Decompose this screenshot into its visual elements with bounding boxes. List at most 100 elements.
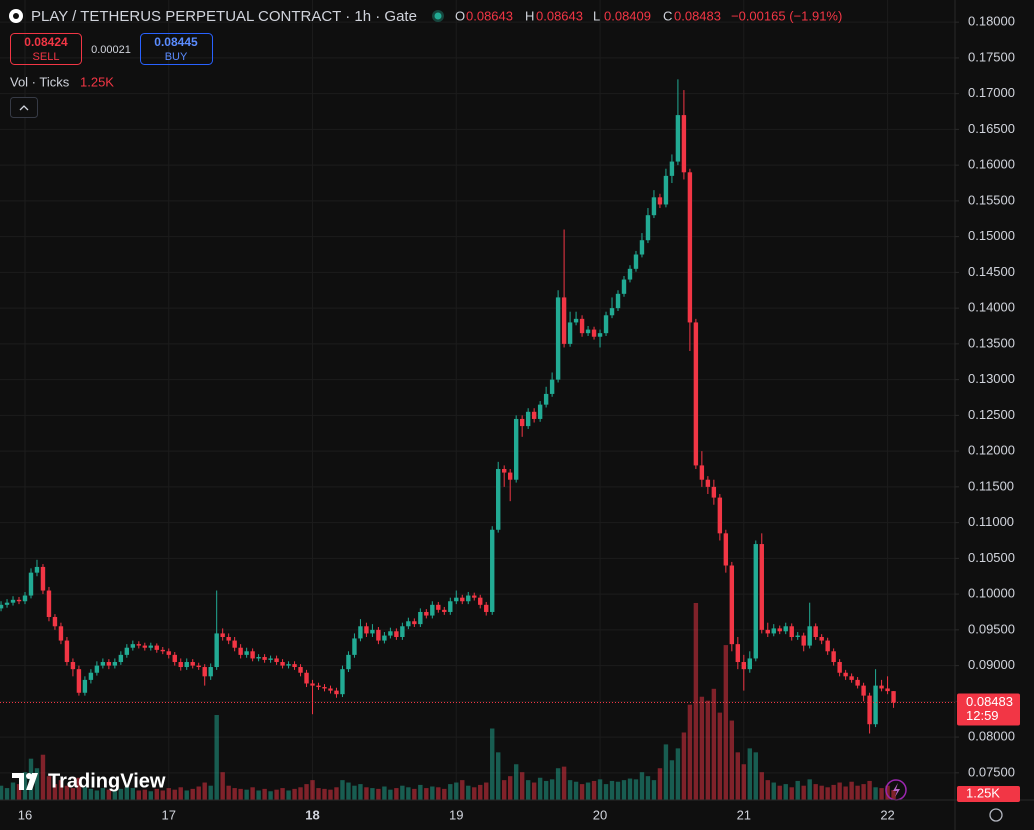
candle-body: [621, 279, 627, 294]
volume-bar: [334, 787, 339, 800]
volume-bar: [406, 787, 411, 800]
candle-body: [579, 318, 585, 334]
candle-body: [406, 621, 411, 627]
candle-body: [118, 654, 124, 663]
candle-body: [238, 647, 243, 655]
y-tick-label: 0.07500: [968, 764, 1015, 779]
price-badge-value: 0.08483: [966, 694, 1013, 709]
volume-bar: [513, 764, 519, 800]
volume-bar: [549, 779, 555, 800]
volume-bar: [603, 784, 609, 800]
y-tick-label: 0.10500: [968, 550, 1015, 565]
x-tick-label: 18: [305, 807, 319, 822]
candle-body: [352, 638, 357, 655]
volume-bar: [490, 728, 495, 800]
volume-bar: [430, 786, 435, 800]
volume-bar: [112, 791, 118, 800]
time-axis: 16 17 18 19 20 21 22: [18, 807, 895, 822]
volume-bar: [298, 787, 303, 800]
candle-body: [627, 268, 633, 280]
volume-bar: [789, 787, 794, 800]
candle-body: [591, 329, 597, 337]
candle-body: [268, 658, 273, 660]
volume-bar: [76, 777, 82, 800]
ohlc-value: 0.08643: [466, 8, 513, 23]
volume-bar: [46, 776, 52, 800]
volume-bar: [436, 787, 441, 800]
volume-bar: [184, 790, 189, 800]
candle-body: [723, 533, 729, 566]
candle-body: [831, 651, 836, 663]
candle-body: [28, 572, 34, 596]
candle-body: [376, 629, 381, 641]
candle-body: [867, 695, 872, 725]
spread: 0.00021: [91, 44, 131, 56]
watermark-text: TradingView: [48, 770, 166, 792]
alert-icon-bolt: [893, 783, 900, 797]
candle-body: [346, 654, 351, 670]
candle-body: [777, 628, 782, 632]
candle-body: [484, 604, 489, 612]
volume-bar: [717, 712, 723, 800]
settings-icon[interactable]: [989, 808, 1003, 822]
ohlc-letter: O: [455, 8, 465, 23]
candle-body: [262, 657, 267, 660]
sell-button[interactable]: [10, 33, 82, 65]
candle-body: [310, 683, 315, 686]
volume-bar: [496, 752, 501, 800]
volume-bar: [609, 780, 615, 800]
candle-body: [136, 644, 142, 646]
volume-bar: [777, 785, 782, 800]
volume-bar: [310, 780, 315, 800]
buy-button[interactable]: [140, 33, 213, 65]
volume-bar: [0, 785, 4, 800]
ohlc-letter: C: [663, 8, 672, 23]
volume-bar: [166, 788, 171, 800]
candle-body: [537, 404, 543, 419]
candle-body: [82, 679, 88, 693]
candle-body: [280, 662, 285, 666]
chart-title: PLAY / TETHERUS PERPETUAL CONTRACT · 1h …: [31, 8, 417, 25]
candle-body: [424, 611, 429, 616]
volume-bar: [376, 788, 381, 800]
price-axis: 0.075000.080000.085000.090000.095000.100…: [955, 14, 1015, 779]
candle-body: [106, 662, 112, 666]
volume-bar: [867, 780, 872, 800]
volume-bar: [442, 788, 447, 800]
x-tick-label: 17: [162, 807, 176, 822]
volume-bar: [136, 790, 142, 800]
volume-bar: [885, 785, 890, 800]
volume-bar: [891, 790, 896, 800]
volume-bar: [597, 779, 603, 800]
collapse-button[interactable]: [10, 97, 38, 118]
candle-body: [100, 662, 106, 666]
candle-body: [490, 529, 495, 612]
candle-body: [711, 486, 717, 498]
candle-body: [64, 640, 70, 663]
volume-bar: [316, 788, 321, 800]
candle-body: [771, 628, 776, 634]
y-tick-label: 0.15500: [968, 192, 1015, 207]
header: PLAY / TETHERUS PERPETUAL CONTRACT · 1h …: [9, 8, 842, 118]
y-tick-label: 0.08000: [968, 729, 1015, 744]
candle-body: [645, 215, 651, 241]
volume-bar: [16, 784, 22, 800]
volume-bar: [873, 787, 878, 800]
candle-body: [819, 636, 824, 641]
volume-bar: [154, 788, 159, 800]
candle-body: [22, 595, 28, 602]
volume-bar: [412, 788, 417, 800]
y-tick-label: 0.14000: [968, 300, 1015, 315]
candle-body: [166, 651, 171, 655]
candle-body: [70, 662, 76, 670]
candle-body: [454, 597, 459, 602]
candle-body: [525, 411, 531, 427]
volume-bar: [418, 784, 423, 800]
candle-body: [370, 629, 375, 634]
volume-bar: [747, 748, 752, 800]
y-tick-label: 0.15000: [968, 228, 1015, 243]
candle-body: [34, 566, 40, 573]
volume-bar: [819, 785, 824, 800]
candle-body: [4, 602, 10, 605]
volume-bar: [364, 787, 369, 800]
